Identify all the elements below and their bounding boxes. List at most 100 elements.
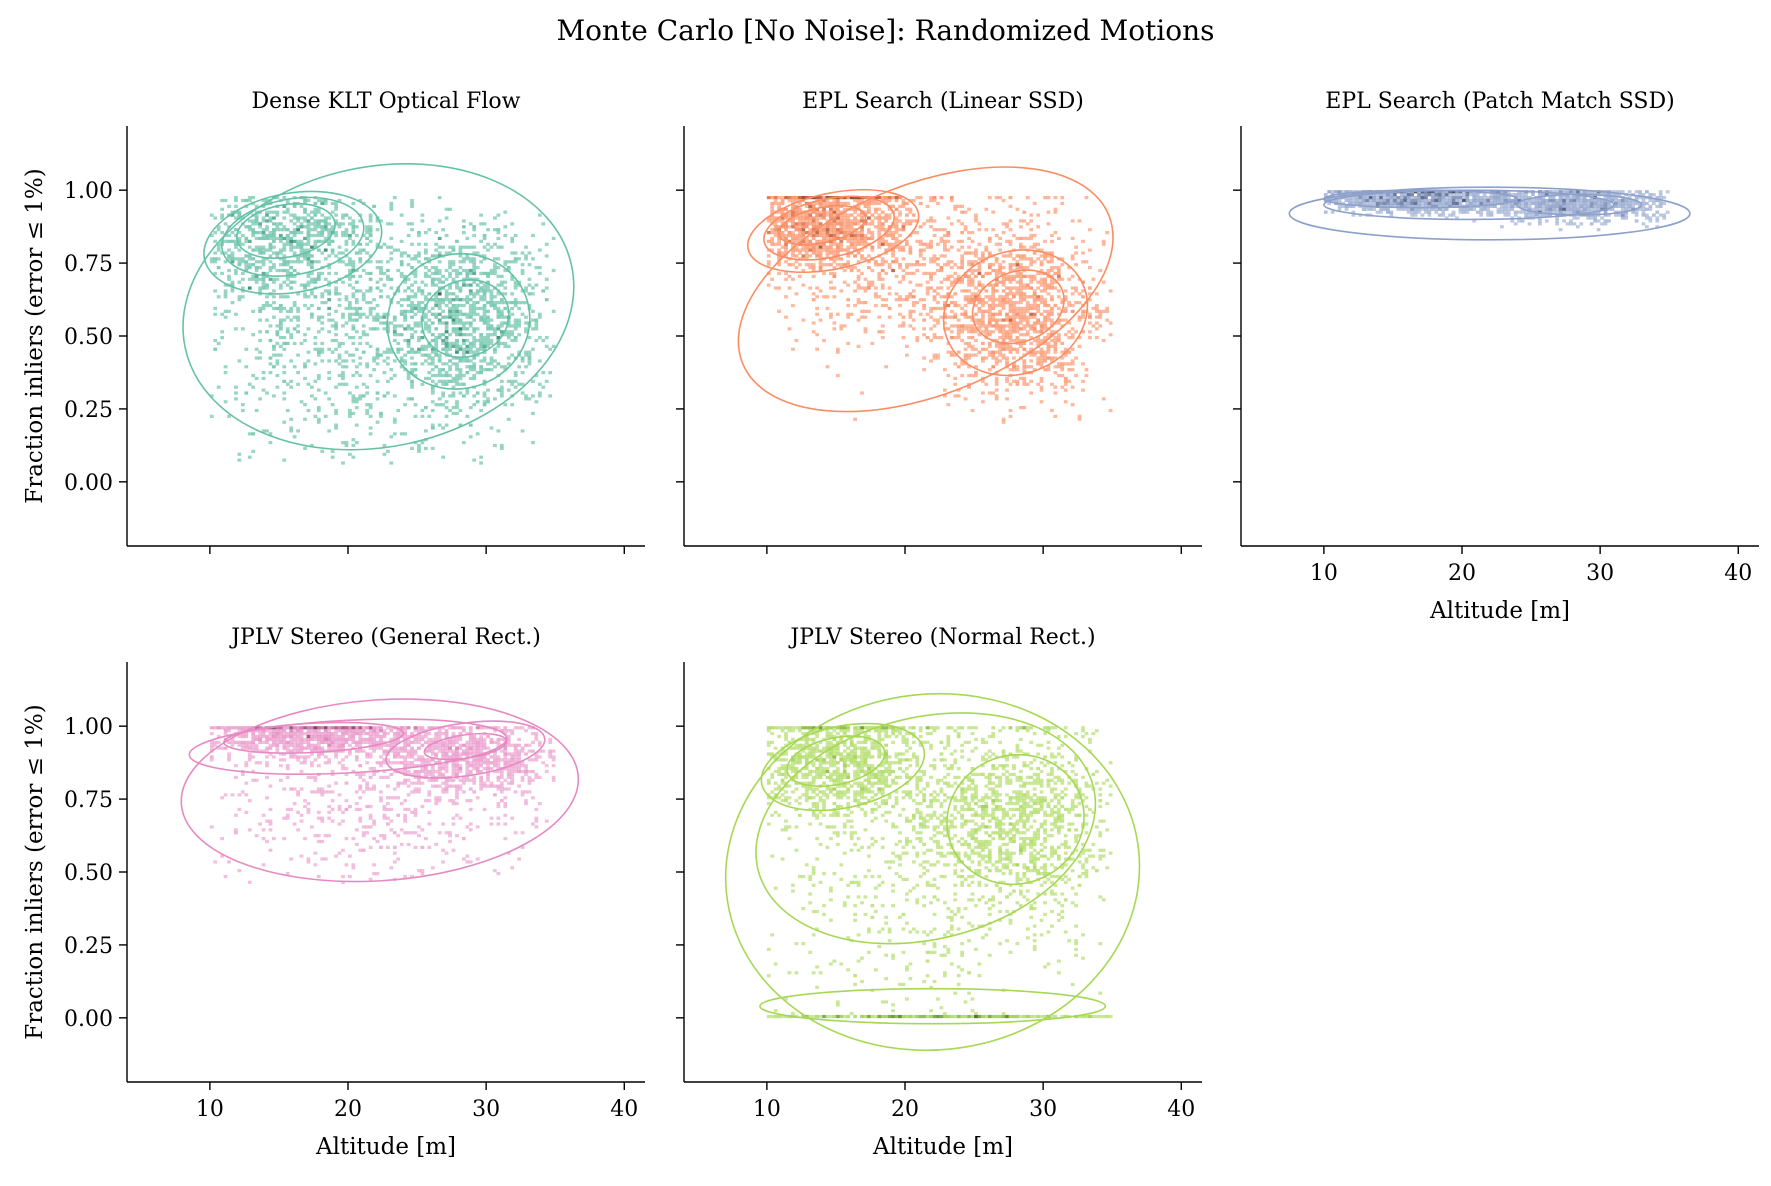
histogram-bin [486, 248, 490, 252]
histogram-bin [544, 254, 549, 258]
histogram-bin [458, 309, 463, 313]
histogram-bin [1455, 198, 1459, 203]
histogram-bin [974, 338, 978, 343]
histogram-bin [1541, 193, 1546, 197]
histogram-bin [853, 245, 857, 249]
histogram-bin [227, 254, 231, 258]
histogram-bin [863, 222, 868, 226]
histogram-bin [1524, 204, 1528, 208]
histogram-bin [341, 341, 345, 346]
histogram-bin [316, 420, 321, 424]
histogram-bin [842, 280, 847, 284]
histogram-bin [835, 231, 840, 235]
histogram-bin [244, 239, 249, 243]
histogram-bin [441, 333, 445, 337]
histogram-bin [341, 726, 345, 730]
histogram-bin [825, 198, 830, 203]
histogram-bin [223, 292, 228, 296]
histogram-bin [787, 263, 792, 267]
histogram-bin [448, 315, 452, 319]
histogram-bin [1039, 388, 1044, 392]
histogram-bin [306, 359, 311, 363]
histogram-bin [348, 318, 352, 322]
histogram-bin [275, 268, 280, 273]
histogram-bin [482, 315, 487, 319]
histogram-bin [289, 379, 294, 383]
histogram-bin [1005, 318, 1009, 322]
histogram-bin [1368, 196, 1373, 200]
histogram-bin [1541, 204, 1546, 208]
histogram-bin [797, 207, 802, 211]
histogram-bin [987, 266, 992, 270]
histogram-bin [244, 198, 249, 203]
histogram-bin [316, 330, 321, 334]
histogram-bin [316, 737, 321, 742]
histogram-bin [977, 266, 982, 270]
histogram-bin [455, 356, 459, 360]
histogram-bin [254, 274, 259, 278]
histogram-bin [801, 222, 806, 226]
histogram-bin [1036, 271, 1040, 276]
histogram-bin [354, 306, 359, 311]
histogram-bin [987, 312, 992, 316]
histogram-bin [503, 321, 508, 325]
histogram-bin [451, 362, 456, 366]
histogram-bin [1008, 242, 1013, 246]
histogram-bin [949, 330, 954, 334]
histogram-bin [1067, 303, 1072, 308]
histogram-bin [334, 286, 338, 290]
histogram-bin [1077, 414, 1082, 418]
histogram-bin [220, 213, 224, 217]
histogram-bin [994, 277, 999, 281]
histogram-bin [984, 289, 989, 293]
histogram-bin [306, 737, 311, 742]
histogram-bin [1001, 289, 1006, 293]
histogram-bin [991, 303, 996, 308]
histogram-bin [1084, 196, 1089, 200]
histogram-bin [953, 324, 958, 328]
histogram-bin [898, 324, 902, 328]
histogram-bin [448, 306, 452, 311]
histogram-bin [313, 379, 318, 383]
histogram-bin [334, 231, 338, 235]
histogram-bin [967, 353, 971, 357]
histogram-bin [1101, 280, 1106, 284]
histogram-bin [842, 231, 847, 235]
histogram-bin [320, 231, 325, 235]
histogram-bin [451, 263, 456, 267]
histogram-bin [946, 303, 951, 308]
histogram-bin [846, 222, 851, 226]
histogram-bin [468, 271, 473, 276]
histogram-bin [791, 233, 795, 238]
histogram-bin [282, 228, 287, 232]
histogram-bin [829, 245, 833, 249]
histogram-bin [1063, 306, 1068, 311]
histogram-bin [1008, 266, 1013, 270]
histogram-bin [804, 210, 809, 214]
histogram-bin [472, 336, 477, 340]
histogram-bin [801, 254, 806, 258]
histogram-bin [991, 324, 996, 328]
histogram-bin [278, 286, 283, 290]
histogram-bin [908, 315, 913, 319]
histogram-bin [943, 394, 947, 398]
histogram-bin [1503, 190, 1508, 194]
histogram-bin [980, 301, 985, 305]
histogram-bin [1050, 408, 1054, 413]
histogram-bin [1084, 368, 1089, 372]
histogram-bin [818, 251, 823, 255]
histogram-bin [1005, 397, 1009, 401]
histogram-bin [1358, 198, 1363, 203]
histogram-bin [531, 233, 535, 238]
histogram-bin [213, 312, 218, 316]
histogram-bin [479, 286, 483, 290]
histogram-bin [517, 301, 521, 305]
histogram-bin [1634, 213, 1639, 217]
histogram-bin [1036, 225, 1040, 229]
histogram-bin [444, 321, 449, 325]
histogram-bin [1448, 190, 1452, 194]
histogram-bin [994, 303, 999, 308]
histogram-bin [936, 301, 940, 305]
histogram-bin [303, 446, 307, 451]
histogram-bin [773, 242, 778, 246]
